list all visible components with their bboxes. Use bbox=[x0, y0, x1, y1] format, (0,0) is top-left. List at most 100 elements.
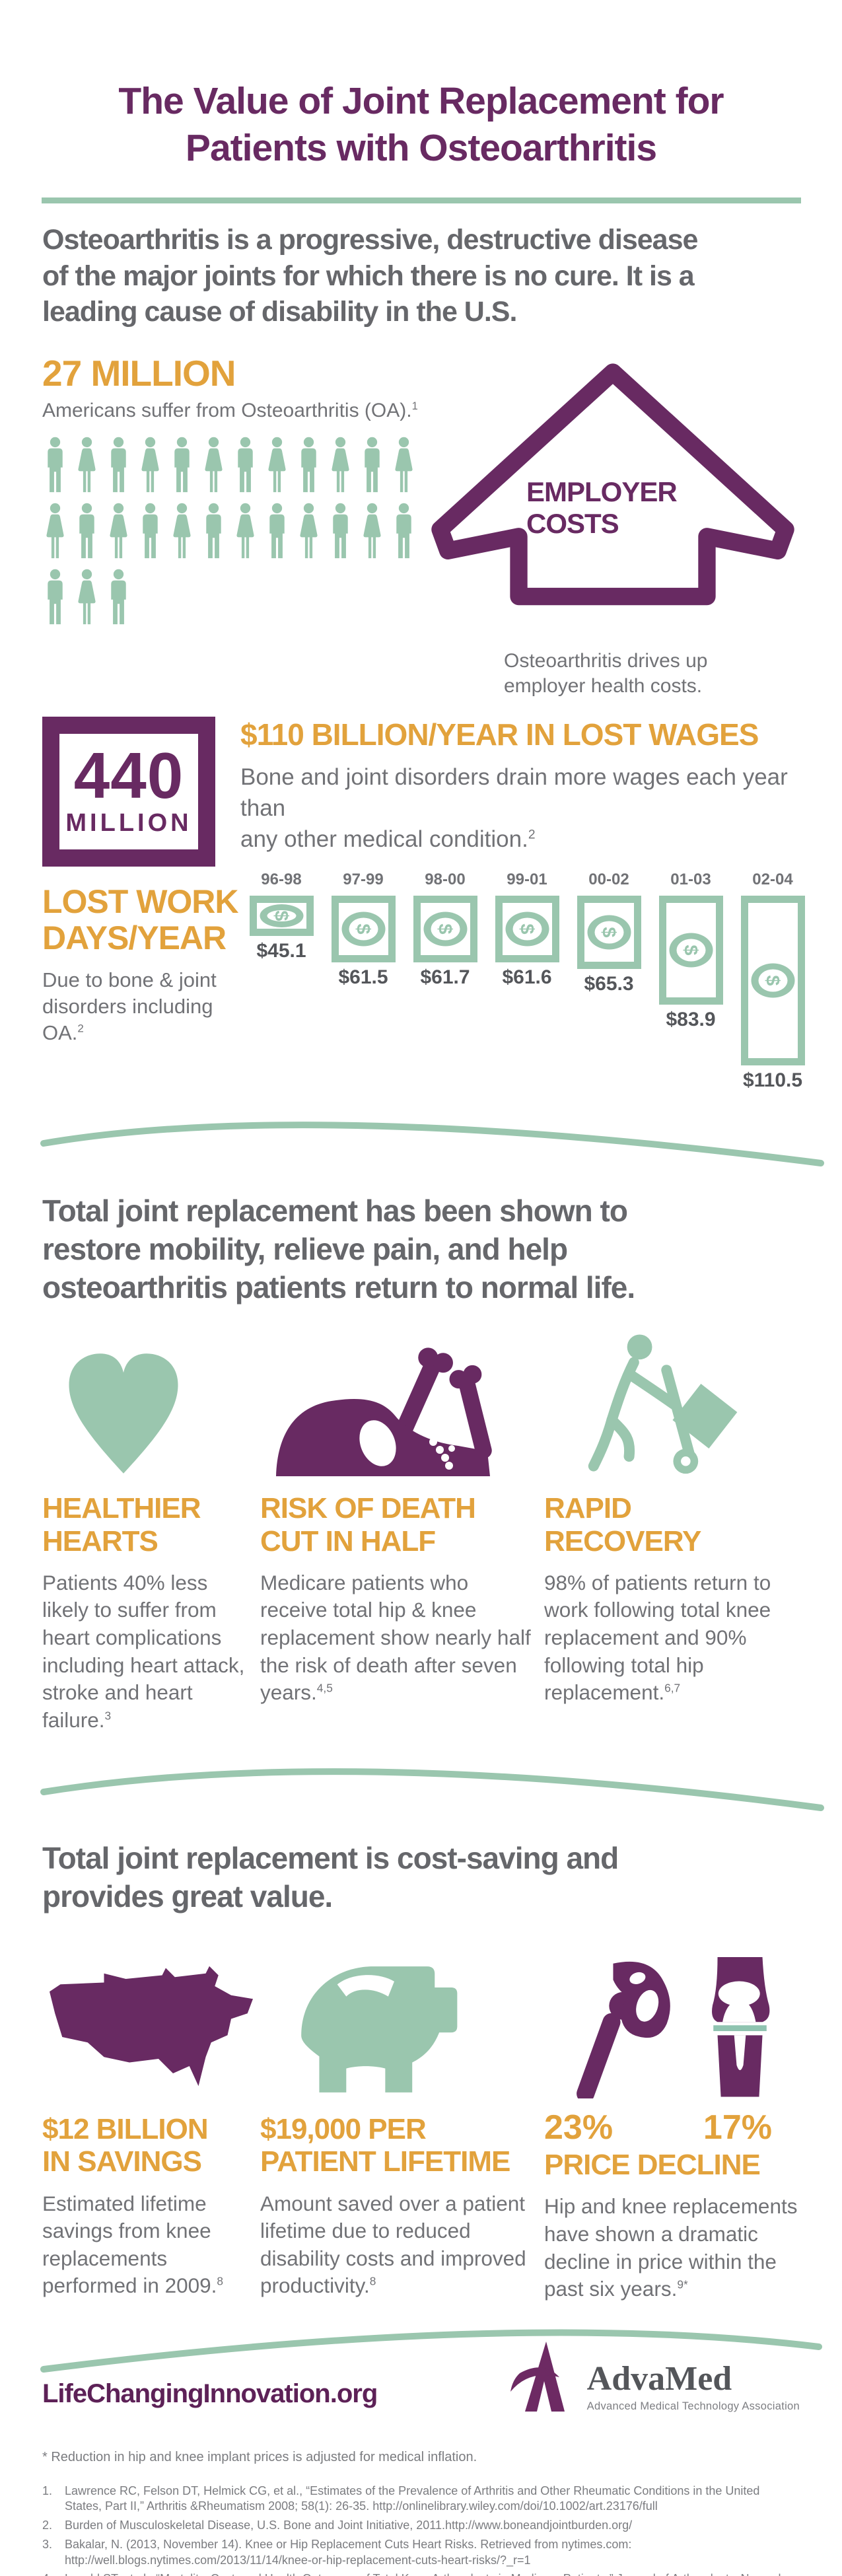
lost-workdays-block: 440 MILLION LOST WORK DAYS/YEAR Due to b… bbox=[42, 716, 240, 1092]
healthier-hearts-heading: HEALTHIER HEARTS bbox=[42, 1492, 260, 1557]
dollar-bill-icon: $ bbox=[249, 896, 314, 937]
footnote-marker: 9* bbox=[677, 2277, 688, 2291]
reference-item: 2. Burden of Musculoskeletal Disease, U.… bbox=[42, 2518, 800, 2534]
advamed-wordmark: AdvaMed Advanced Medical Technology Asso… bbox=[586, 2361, 800, 2413]
male-person-icon bbox=[396, 503, 411, 558]
female-person-icon bbox=[78, 569, 96, 624]
healthier-hearts-body: Patients 40% less likely to suffer from … bbox=[42, 1569, 254, 1734]
knee-price-decline-pct: 17% bbox=[703, 2108, 772, 2147]
heading-line: RECOVERY bbox=[544, 1524, 701, 1557]
employer-costs-label: EMPLOYER COSTS bbox=[526, 476, 678, 540]
body-text: 98% of patients return to work following… bbox=[544, 1570, 771, 1705]
page-title-line1: The Value of Joint Replacement for bbox=[118, 80, 724, 122]
male-person-icon bbox=[174, 437, 190, 492]
column-rapid-recovery: RAPID RECOVERY 98% of patients return to… bbox=[544, 1327, 800, 1734]
wage-value-label: $83.9 bbox=[666, 1009, 716, 1031]
divider-rule bbox=[41, 197, 801, 204]
heading-line: $19,000 PER bbox=[260, 2113, 427, 2146]
benefits-heading-line: restore mobility, relieve pain, and help bbox=[42, 1232, 568, 1267]
female-person-icon bbox=[141, 437, 159, 492]
knee-joint-icon bbox=[712, 1957, 770, 2097]
wage-chart-column: 97-99 $ $61.5 bbox=[322, 871, 404, 989]
wage-chart-column: 99-01 $ $61.6 bbox=[486, 871, 568, 989]
arc-divider bbox=[40, 1768, 824, 1812]
reference-text: Burden of Musculoskeletal Disease, U.S. … bbox=[65, 2519, 633, 2532]
wage-value-label: $61.7 bbox=[420, 966, 470, 989]
oa-count-headline: 27 MILLION bbox=[42, 352, 236, 394]
column-savings: $12 BILLION IN SAVINGS Estimated lifetim… bbox=[42, 1948, 260, 2303]
wage-value-label: $61.5 bbox=[338, 966, 388, 989]
column-risk-of-death: RISK OF DEATH CUT IN HALF Medicare patie… bbox=[260, 1327, 544, 1734]
risk-icon-row bbox=[260, 1327, 544, 1478]
advamed-logo-icon bbox=[510, 2341, 565, 2412]
benefits-heading-line: Total joint replacement has been shown t… bbox=[42, 1194, 628, 1229]
wage-year-label: 02-04 bbox=[752, 871, 793, 889]
lost-wages-chart: 96-98 $ $45.1 97-99 $ $61.5 98-00 $ $61.… bbox=[240, 871, 814, 1092]
reference-item: 4. Lovald ST, et al., “Mortality, Cost, … bbox=[42, 2571, 800, 2576]
heading-line: PRICE DECLINE bbox=[544, 2149, 761, 2182]
hip-joint-icon bbox=[577, 1961, 670, 2099]
svg-text:$: $ bbox=[680, 945, 701, 956]
lost-workdays-label-line1: LOST WORK bbox=[42, 882, 239, 920]
heading-line: RAPID bbox=[544, 1492, 632, 1525]
reference-number: 2. bbox=[42, 2519, 53, 2532]
lost-workdays-label: LOST WORK DAYS/YEAR bbox=[42, 882, 240, 956]
price-decline-body: Hip and knee replacements have shown a d… bbox=[544, 2193, 798, 2303]
employer-label-line2: COSTS bbox=[526, 508, 619, 540]
rapid-recovery-body: 98% of patients return to work following… bbox=[544, 1569, 795, 1707]
advamed-tagline: Advanced Medical Technology Association bbox=[586, 2400, 800, 2412]
column-healthier-hearts: HEALTHIER HEARTS Patients 40% less likel… bbox=[42, 1327, 260, 1734]
female-person-icon bbox=[78, 437, 96, 492]
employer-costs-house: EMPLOYER COSTS bbox=[426, 356, 800, 631]
wage-year-label: 98-00 bbox=[425, 871, 466, 889]
value-heading-line: Total joint replacement is cost-saving a… bbox=[42, 1841, 619, 1876]
lost-workdays-caption: Due to bone & joint disorders including … bbox=[42, 967, 240, 1047]
reference-item: 1. Lawrence RC, Felson DT, Helmick CG, e… bbox=[42, 2484, 800, 2515]
people-row bbox=[42, 569, 419, 626]
asterisk-footnote: * Reduction in hip and knee implant pric… bbox=[42, 2449, 477, 2464]
wage-chart-column: 96-98 $ $45.1 bbox=[240, 871, 322, 962]
people-row bbox=[42, 437, 419, 493]
male-person-icon bbox=[48, 437, 63, 492]
house-arrow-icon bbox=[431, 363, 794, 606]
us-map-icon bbox=[50, 1966, 253, 2087]
footnote-marker: 8 bbox=[217, 2274, 224, 2288]
page-title-line2: Patients with Osteoarthritis bbox=[185, 126, 657, 169]
heading-line: RISK OF DEATH bbox=[260, 1492, 476, 1525]
oa-footnote-marker: 1 bbox=[411, 400, 418, 412]
male-person-icon bbox=[79, 503, 94, 558]
section-prevalence: 27 MILLION Americans suffer from Osteoar… bbox=[42, 352, 800, 699]
male-person-icon bbox=[365, 437, 380, 492]
patient-lifetime-heading: $19,000 PER PATIENT LIFETIME bbox=[260, 2113, 544, 2178]
heading-line: $12 BILLION bbox=[42, 2113, 209, 2146]
female-person-icon bbox=[268, 437, 286, 492]
wage-year-label: 01-03 bbox=[670, 871, 711, 889]
female-person-icon bbox=[332, 437, 349, 492]
value-heading-line: provides great value. bbox=[42, 1879, 333, 1914]
female-person-icon bbox=[110, 503, 127, 558]
wage-value-label: $61.6 bbox=[502, 966, 552, 989]
reference-text: Lovald ST, et al., “Mortality, Cost, and… bbox=[65, 2571, 800, 2576]
section-benefits-heading: Total joint replacement has been shown t… bbox=[42, 1192, 800, 1307]
dollar-bill-icon: $ bbox=[740, 896, 805, 1066]
lost-wages-subtext: Bone and joint disorders drain more wage… bbox=[240, 762, 814, 855]
legs-up-bones-icon bbox=[276, 1347, 492, 1477]
page-title: The Value of Joint Replacement for Patie… bbox=[26, 78, 816, 171]
benefits-columns: HEALTHIER HEARTS Patients 40% less likel… bbox=[42, 1327, 800, 1734]
section-value-heading: Total joint replacement is cost-saving a… bbox=[42, 1840, 800, 1916]
people-row bbox=[42, 503, 419, 559]
savings-heading: $12 BILLION IN SAVINGS bbox=[42, 2113, 260, 2178]
body-text: Medicare patients who receive total hip … bbox=[260, 1570, 531, 1705]
handtruck-person-icon bbox=[588, 1334, 738, 1474]
wage-chart-column: 01-03 $ $83.9 bbox=[650, 871, 732, 1031]
body-text: Hip and knee replacements have shown a d… bbox=[544, 2194, 798, 2301]
joints-icon-row bbox=[569, 1948, 800, 2099]
website-link[interactable]: LifeChangingInnovation.org bbox=[42, 2379, 378, 2408]
patient-lifetime-body: Amount saved over a patient lifetime due… bbox=[260, 2190, 534, 2300]
intro-line: leading cause of disability in the U.S. bbox=[42, 295, 517, 328]
svg-text:$: $ bbox=[598, 927, 619, 938]
lost-workdays-footnote-marker: 2 bbox=[77, 1022, 84, 1035]
employer-label-line1: EMPLOYER bbox=[526, 476, 678, 507]
svg-text:$: $ bbox=[516, 924, 537, 935]
references-list: 1. Lawrence RC, Felson DT, Helmick CG, e… bbox=[42, 2484, 800, 2576]
